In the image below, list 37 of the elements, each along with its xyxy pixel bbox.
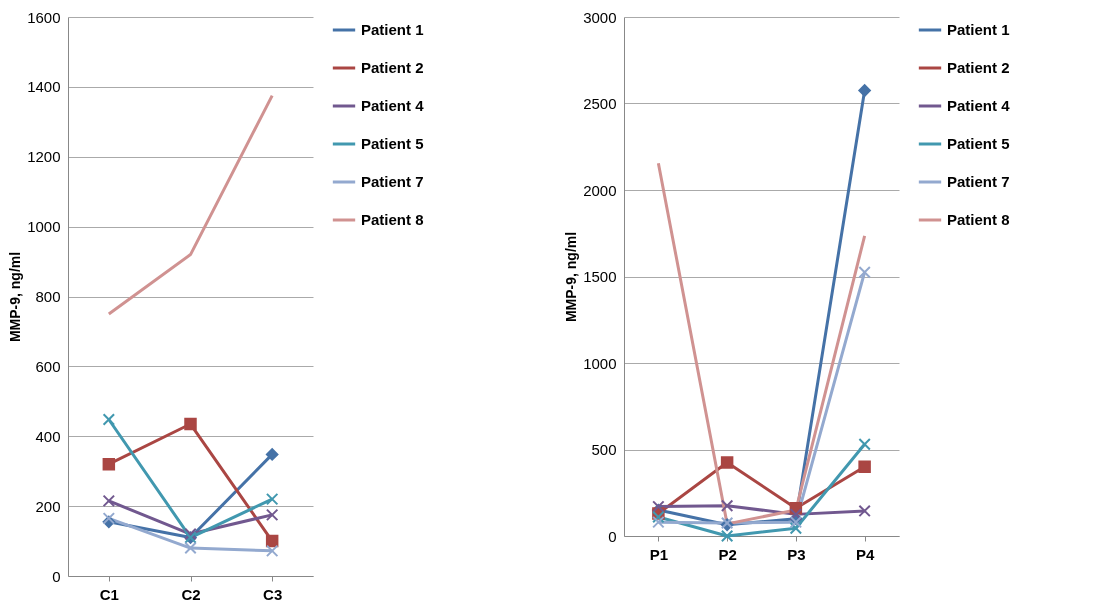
y-tick-label: 1000	[583, 354, 617, 372]
legend-label: Patient 1	[361, 21, 424, 38]
legend-label: Patient 5	[947, 135, 1010, 152]
x-tick-label: P1	[649, 545, 669, 563]
x-tick-label: P3	[787, 545, 806, 563]
x-tick-label: P2	[718, 545, 737, 563]
y-tick-label: 1000	[27, 218, 61, 236]
y-tick-label: 0	[608, 527, 617, 545]
y-tick-label: 3000	[583, 8, 617, 26]
legend-label: Patient 2	[361, 59, 424, 76]
y-tick-label: 800	[35, 288, 61, 305]
y-axis-title: MMP-9, ng/ml	[563, 231, 580, 323]
legend-label: Patient 4	[361, 97, 425, 114]
legend-label: Patient 8	[947, 211, 1010, 228]
y-axis-title: MMP-9, ng/ml	[7, 251, 24, 343]
legend-label: Patient 7	[947, 173, 1010, 190]
x-tick-label: P4	[855, 545, 875, 563]
legend-label: Patient 5	[361, 135, 424, 152]
legend-label: Patient 1	[947, 21, 1010, 38]
y-tick-label: 2500	[583, 95, 617, 112]
y-tick-label: 500	[591, 441, 617, 458]
y-tick-label: 1600	[27, 8, 61, 26]
x-tick-label: C1	[99, 585, 119, 603]
y-tick-label: 600	[35, 357, 61, 375]
y-tick-label: 1500	[583, 268, 617, 285]
y-tick-label: 1200	[27, 148, 61, 166]
x-tick-label: C3	[263, 585, 283, 603]
y-tick-label: 400	[35, 427, 61, 445]
x-tick-label: C2	[181, 585, 201, 603]
legend-label: Patient 2	[947, 59, 1010, 76]
legend-label: Patient 7	[361, 173, 424, 190]
y-tick-label: 1400	[27, 78, 61, 96]
legend-label: Patient 8	[361, 211, 424, 228]
y-tick-label: 0	[52, 567, 61, 585]
legend-label: Patient 4	[947, 97, 1011, 114]
y-tick-label: 2000	[583, 181, 617, 199]
y-tick-label: 200	[35, 497, 61, 515]
